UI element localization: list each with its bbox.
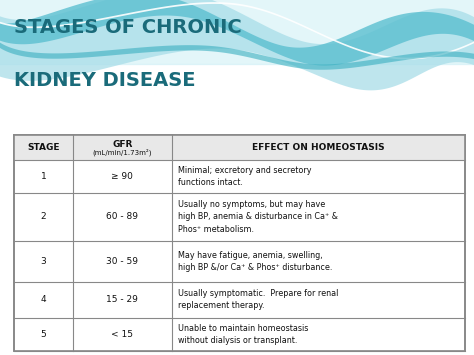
Text: Minimal; excretory and secretory
functions intact.: Minimal; excretory and secretory functio… [177,166,311,187]
Text: STAGE: STAGE [27,143,60,152]
Text: GFR: GFR [112,140,132,149]
Text: 60 - 89: 60 - 89 [106,212,138,222]
Text: 15 - 29: 15 - 29 [106,295,138,304]
Polygon shape [0,0,474,66]
Polygon shape [0,0,474,91]
Polygon shape [0,43,474,70]
Text: (mL/min/1.73m²): (mL/min/1.73m²) [92,149,152,157]
Text: 3: 3 [41,257,46,266]
Text: 4: 4 [41,295,46,304]
Text: KIDNEY DISEASE: KIDNEY DISEASE [14,71,196,90]
Polygon shape [0,2,474,60]
Text: Usually symptomatic.  Prepare for renal
replacement therapy.: Usually symptomatic. Prepare for renal r… [177,289,338,310]
Text: STAGES OF CHRONIC: STAGES OF CHRONIC [14,18,242,37]
Text: 2: 2 [41,212,46,222]
Text: 30 - 59: 30 - 59 [106,257,138,266]
Text: < 15: < 15 [111,330,133,339]
Text: May have fatigue, anemia, swelling,
high BP &/or Ca⁺ & Phos⁺ disturbance.: May have fatigue, anemia, swelling, high… [177,251,332,272]
Text: ≥ 90: ≥ 90 [111,173,133,181]
Text: Unable to maintain homeostasis
without dialysis or transplant.: Unable to maintain homeostasis without d… [177,324,308,345]
Text: 1: 1 [41,173,46,181]
Text: Usually no symptoms, but may have
high BP, anemia & disturbance in Ca⁺ &
Phos⁺ m: Usually no symptoms, but may have high B… [177,200,337,234]
Text: 5: 5 [41,330,46,339]
Text: EFFECT ON HOMEOSTASIS: EFFECT ON HOMEOSTASIS [252,143,384,152]
